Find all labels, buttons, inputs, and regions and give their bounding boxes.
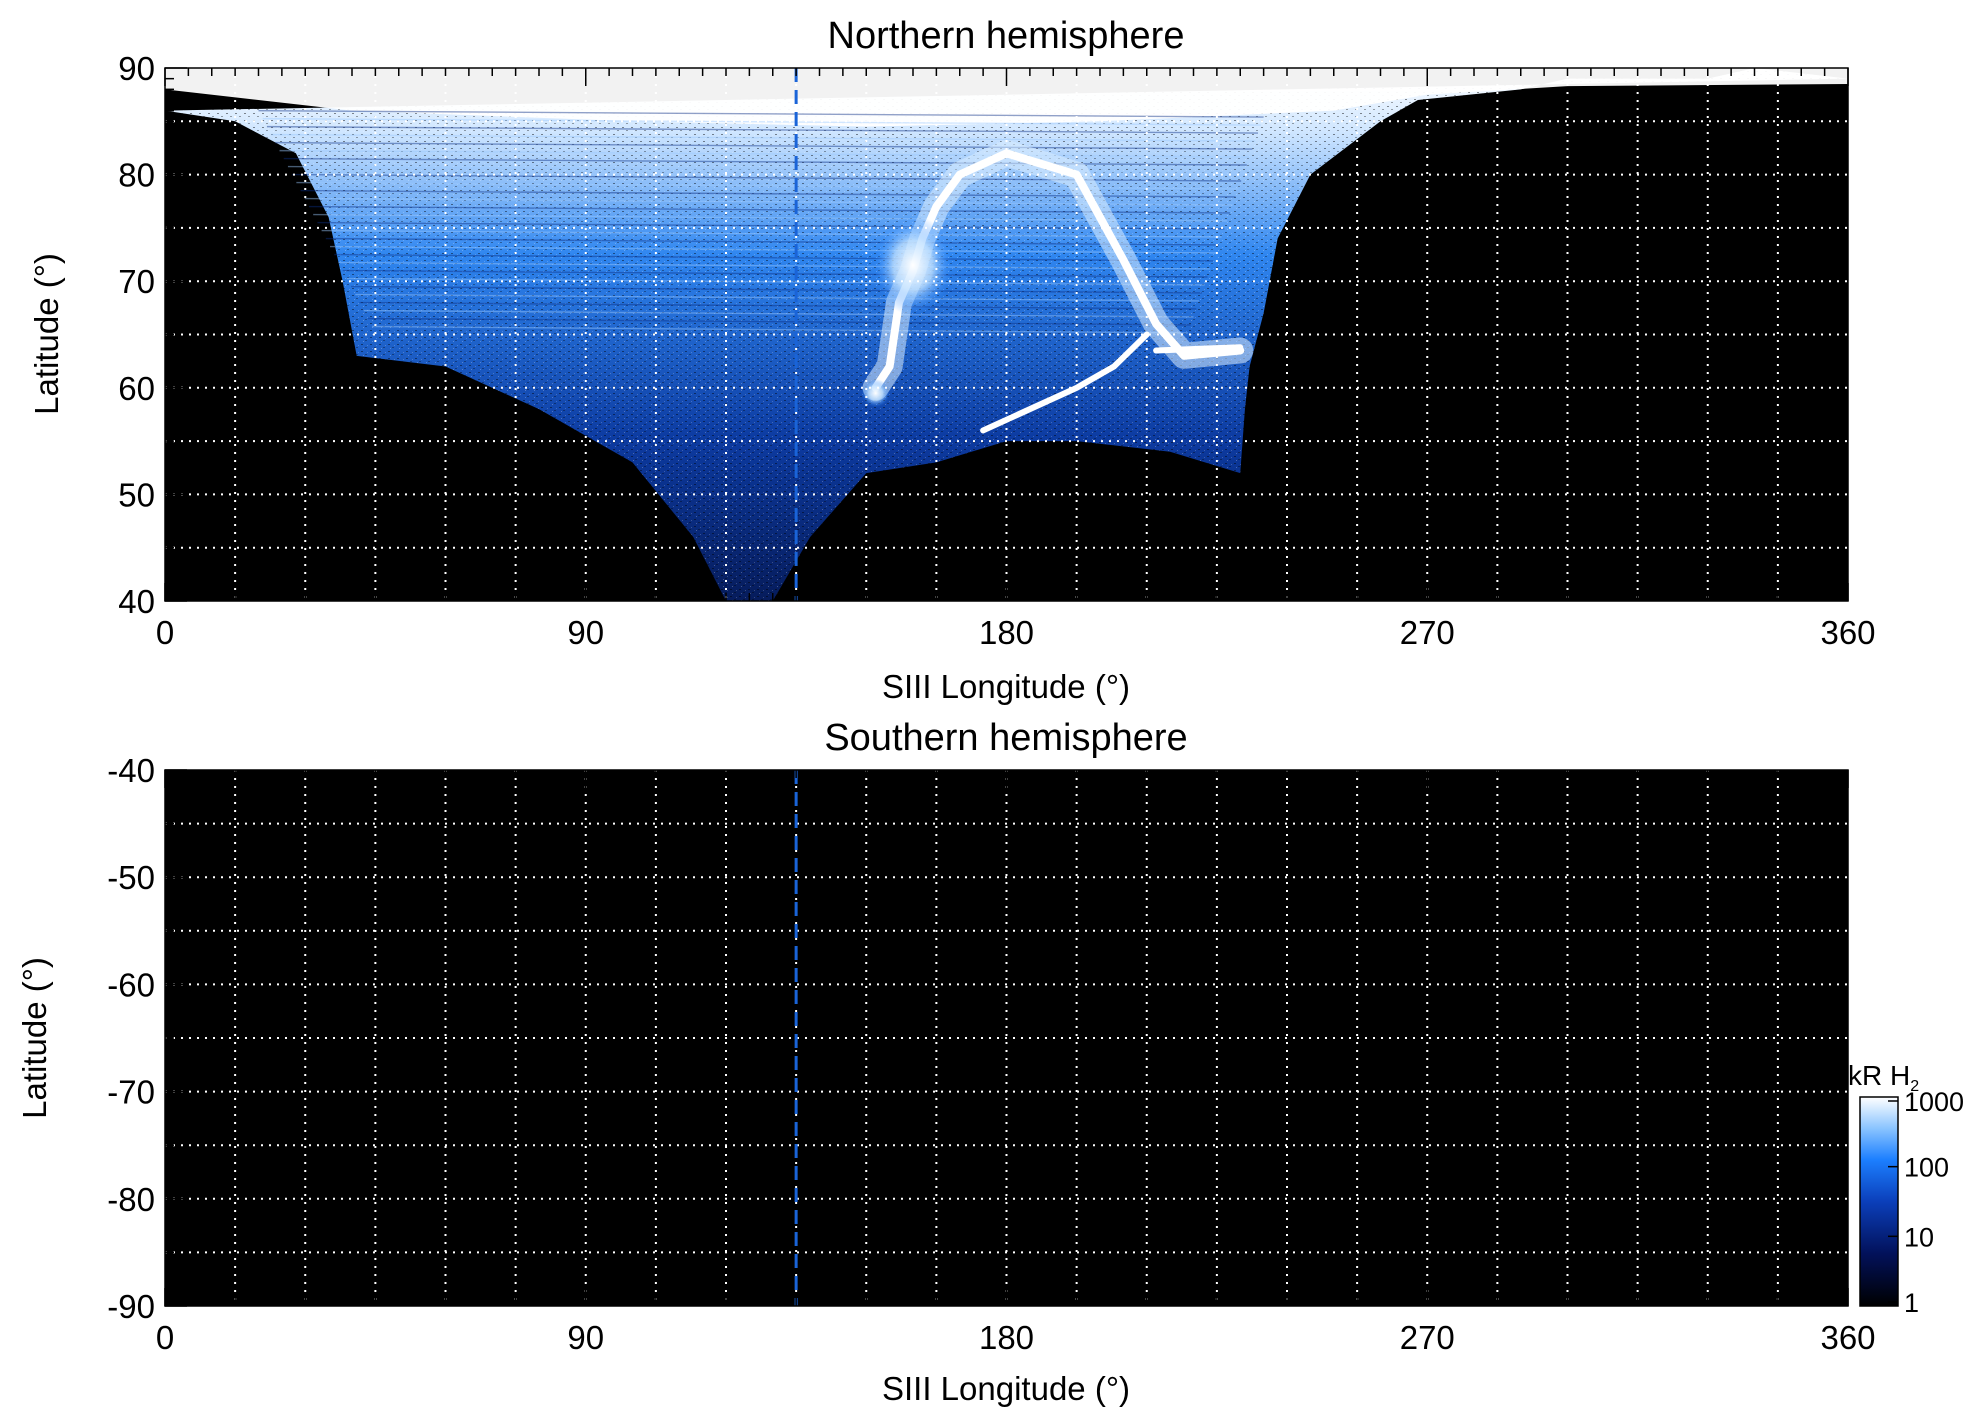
south-x-tick-label: 360 [1820,1319,1875,1356]
north-y-tick-label: 90 [118,50,155,87]
aurora-swath-streak [258,109,1264,118]
colorbar: kR H2 1000 100 10 1 [1848,1060,1964,1318]
south-grid [165,770,1848,1306]
aurora-spot [861,379,890,408]
aurora-swath-streak [313,213,1228,222]
south-x-tick-label: 0 [156,1319,174,1356]
north-y-tick-label: 60 [118,370,155,407]
north-y-tick-label: 70 [118,263,155,300]
south-y-axis-label: Latitude (°) [16,957,53,1119]
aurora-swath-streak [317,221,1225,230]
colorbar-label-subscript: 2 [1910,1078,1919,1095]
aurora-swath-streak [266,125,1259,134]
aurora-swath-streak [351,285,1202,294]
north-x-tick-label: 0 [156,614,174,651]
north-x-tick-label: 90 [567,614,604,651]
north-y-tick-label: 80 [118,157,155,194]
aurora-swath-streak [367,317,1191,326]
aurora-swath-streak [338,261,1211,270]
colorbar-tick-label: 1 [1904,1288,1919,1318]
aurora-swath-streak [283,157,1247,166]
south-axes: 0 90 180 270 360 -40 -50 -60 -70 -80 -90 [107,752,1875,1356]
north-y-tick-label: 50 [118,476,155,513]
colorbar-label: kR H2 [1848,1060,1919,1095]
south-x-tick-label: 270 [1400,1319,1455,1356]
colorbar-label-text: kR H [1848,1060,1910,1091]
colorbar-tick-label: 1000 [1904,1087,1964,1117]
colorbar-tick-label: 10 [1904,1222,1934,1252]
north-x-tick-label: 360 [1820,614,1875,651]
south-x-tick-label: 180 [979,1319,1034,1356]
colorbar-gradient [1859,1096,1899,1307]
south-y-tick-label: -80 [107,1181,155,1218]
aurora-swath-streak [334,253,1214,262]
aurora-swath-streak [262,117,1261,126]
north-y-tick-label: 40 [118,583,155,620]
south-y-tick-label: -50 [107,859,155,896]
south-panel: Southern hemisphere 0 90 180 270 360 -40 -50 -6… [16,717,1876,1407]
south-title: Southern hemisphere [824,717,1187,759]
aurora-swath-streak [325,237,1219,246]
north-x-axis-label: SIII Longitude (°) [882,668,1130,705]
aurora-swath-streak [363,309,1194,318]
aurora-swath-streak [308,205,1230,214]
north-x-tick-label: 270 [1400,614,1455,651]
colorbar-tick-label: 100 [1904,1153,1949,1183]
aurora-swath-streak [321,229,1222,238]
aurora-swath-streak [355,293,1200,302]
south-x-tick-label: 90 [567,1319,604,1356]
north-x-tick-label: 180 [979,614,1034,651]
aurora-arc-tail [1153,344,1244,354]
aurora-bright-patch [873,215,953,316]
colorbar-ticks: 1000 100 10 1 [1888,1087,1964,1318]
aurora-swath-streak [372,325,1188,334]
aurora-swath-streak [359,301,1197,310]
north-grid [165,68,1848,601]
aurora-swath-streak [275,141,1253,150]
south-y-tick-label: -70 [107,1074,155,1111]
aurora-swath-streak [346,277,1205,286]
aurora-swath-streak [271,133,1256,142]
south-x-axis-label: SIII Longitude (°) [882,1370,1130,1407]
north-panel: Northern hemisphere 0 90 180 270 360 40 50 60 70… [28,15,1876,705]
aurora-swath-streak [342,269,1208,278]
north-axes: 0 90 180 270 360 40 50 60 70 80 90 [118,50,1875,651]
south-y-tick-label: -60 [107,966,155,1003]
aurora-swath-streak [330,245,1216,254]
north-title: Northern hemisphere [828,15,1185,57]
north-y-axis-label: Latitude (°) [28,253,65,415]
aurora-swath-streak [279,149,1250,158]
aurora-arc [980,331,1150,434]
south-y-tick-label: -40 [107,752,155,789]
south-y-tick-label: -90 [107,1288,155,1325]
